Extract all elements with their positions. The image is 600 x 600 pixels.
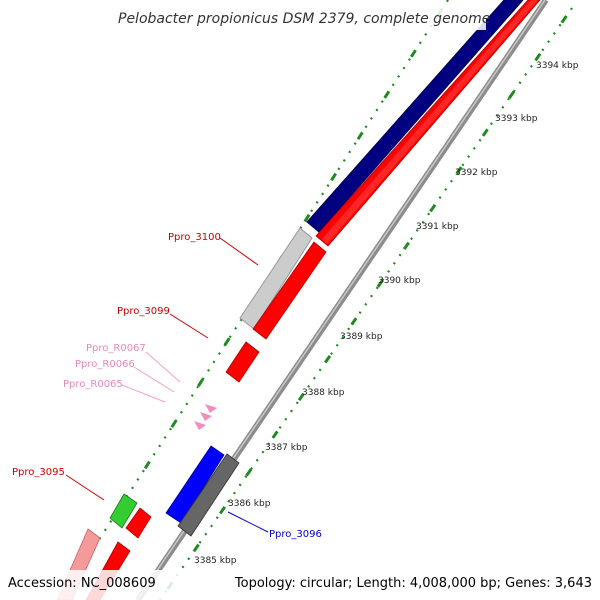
inner-major-tick-13 (219, 506, 227, 515)
inner-major-tick-0 (560, 15, 568, 24)
title-backdrop (112, 6, 486, 30)
navy-track (306, 0, 524, 233)
outer-major-tick-8 (223, 337, 231, 346)
scale-label-3391: 3391 kbp (416, 222, 459, 232)
scale-label-3385: 3385 kbp (194, 556, 237, 566)
cds-red-upper-highlight (322, 0, 538, 244)
inner-major-tick-8 (350, 317, 358, 326)
inner-dotted-line (159, 7, 573, 600)
label-ppro-r0066[interactable]: Ppro_R0066 (75, 359, 135, 370)
inner-major-tick-9 (324, 354, 332, 364)
outer-major-tick-1 (409, 49, 417, 58)
outer-major-tick-10 (170, 419, 178, 428)
outer-major-tick-3 (356, 131, 364, 140)
inner-major-tick-1 (534, 52, 542, 62)
inner-major-tick-5 (429, 203, 437, 213)
scale-label-3392: 3392 kbp (455, 168, 498, 178)
gene-ppro-r0066[interactable] (200, 412, 212, 421)
label-ppro-r0065[interactable]: Ppro_R0065 (63, 379, 123, 390)
gene-red-3099-strand[interactable] (252, 241, 327, 340)
map-title: Pelobacter propionicus DSM 2379, complet… (118, 11, 490, 27)
label-ppro-r0067[interactable]: Ppro_R0067 (86, 343, 146, 354)
scale-label-3387: 3387 kbp (265, 443, 308, 453)
inner-major-ticks (166, 15, 568, 590)
inner-major-tick-11 (271, 430, 279, 439)
scale-label-3389: 3389 kbp (340, 332, 383, 342)
inner-major-tick-3 (481, 128, 489, 137)
scale-label-3390: 3390 kbp (378, 276, 421, 286)
label-callouts (65, 237, 269, 533)
outer-major-tick-5 (303, 213, 311, 223)
inner-major-tick-6 (402, 241, 410, 251)
scale-label-3393: 3393 kbp (495, 114, 538, 124)
label-ppro-3096[interactable]: Ppro_3096 (269, 529, 322, 540)
inner-major-tick-14 (192, 543, 200, 553)
outer-major-tick-9 (197, 378, 204, 387)
scale-label-3394: 3394 kbp (536, 61, 579, 71)
outer-major-tick-4 (330, 172, 338, 182)
summary-text: Topology: circular; Length: 4,008,000 bp… (234, 576, 592, 591)
scale-label-3386: 3386 kbp (228, 499, 271, 509)
inner-major-tick-2 (508, 90, 516, 99)
gene-ppro-r0067[interactable] (205, 404, 217, 413)
gene-ppro-3095[interactable] (109, 493, 138, 529)
gene-red-bottom-small[interactable] (125, 507, 152, 539)
gene-ppro-3099[interactable] (225, 341, 260, 383)
accession-text: Accession: NC_008609 (8, 576, 156, 591)
cds-red-upper[interactable] (315, 0, 541, 247)
scale-label-3388: 3388 kbp (302, 388, 345, 398)
inner-major-tick-7 (376, 279, 384, 288)
inner-tick-ring (159, 7, 573, 600)
gene-ppro-r0065[interactable] (194, 421, 206, 430)
label-ppro-3100[interactable]: Ppro_3100 (168, 232, 221, 243)
outer-major-tick-11 (143, 460, 151, 470)
inner-major-tick-12 (245, 468, 253, 477)
label-ppro-3095[interactable]: Ppro_3095 (12, 467, 65, 478)
label-ppro-3099[interactable]: Ppro_3099 (117, 306, 170, 317)
inner-major-tick-10 (297, 392, 305, 402)
outer-major-tick-2 (383, 90, 391, 99)
gene-dark-gray[interactable] (177, 453, 240, 537)
footer-backdrop (0, 570, 600, 600)
scale-labels: 3394 kbp 3393 kbp 3392 kbp 3391 kbp 3390… (194, 61, 579, 566)
inner-major-tick-4 (455, 166, 463, 175)
